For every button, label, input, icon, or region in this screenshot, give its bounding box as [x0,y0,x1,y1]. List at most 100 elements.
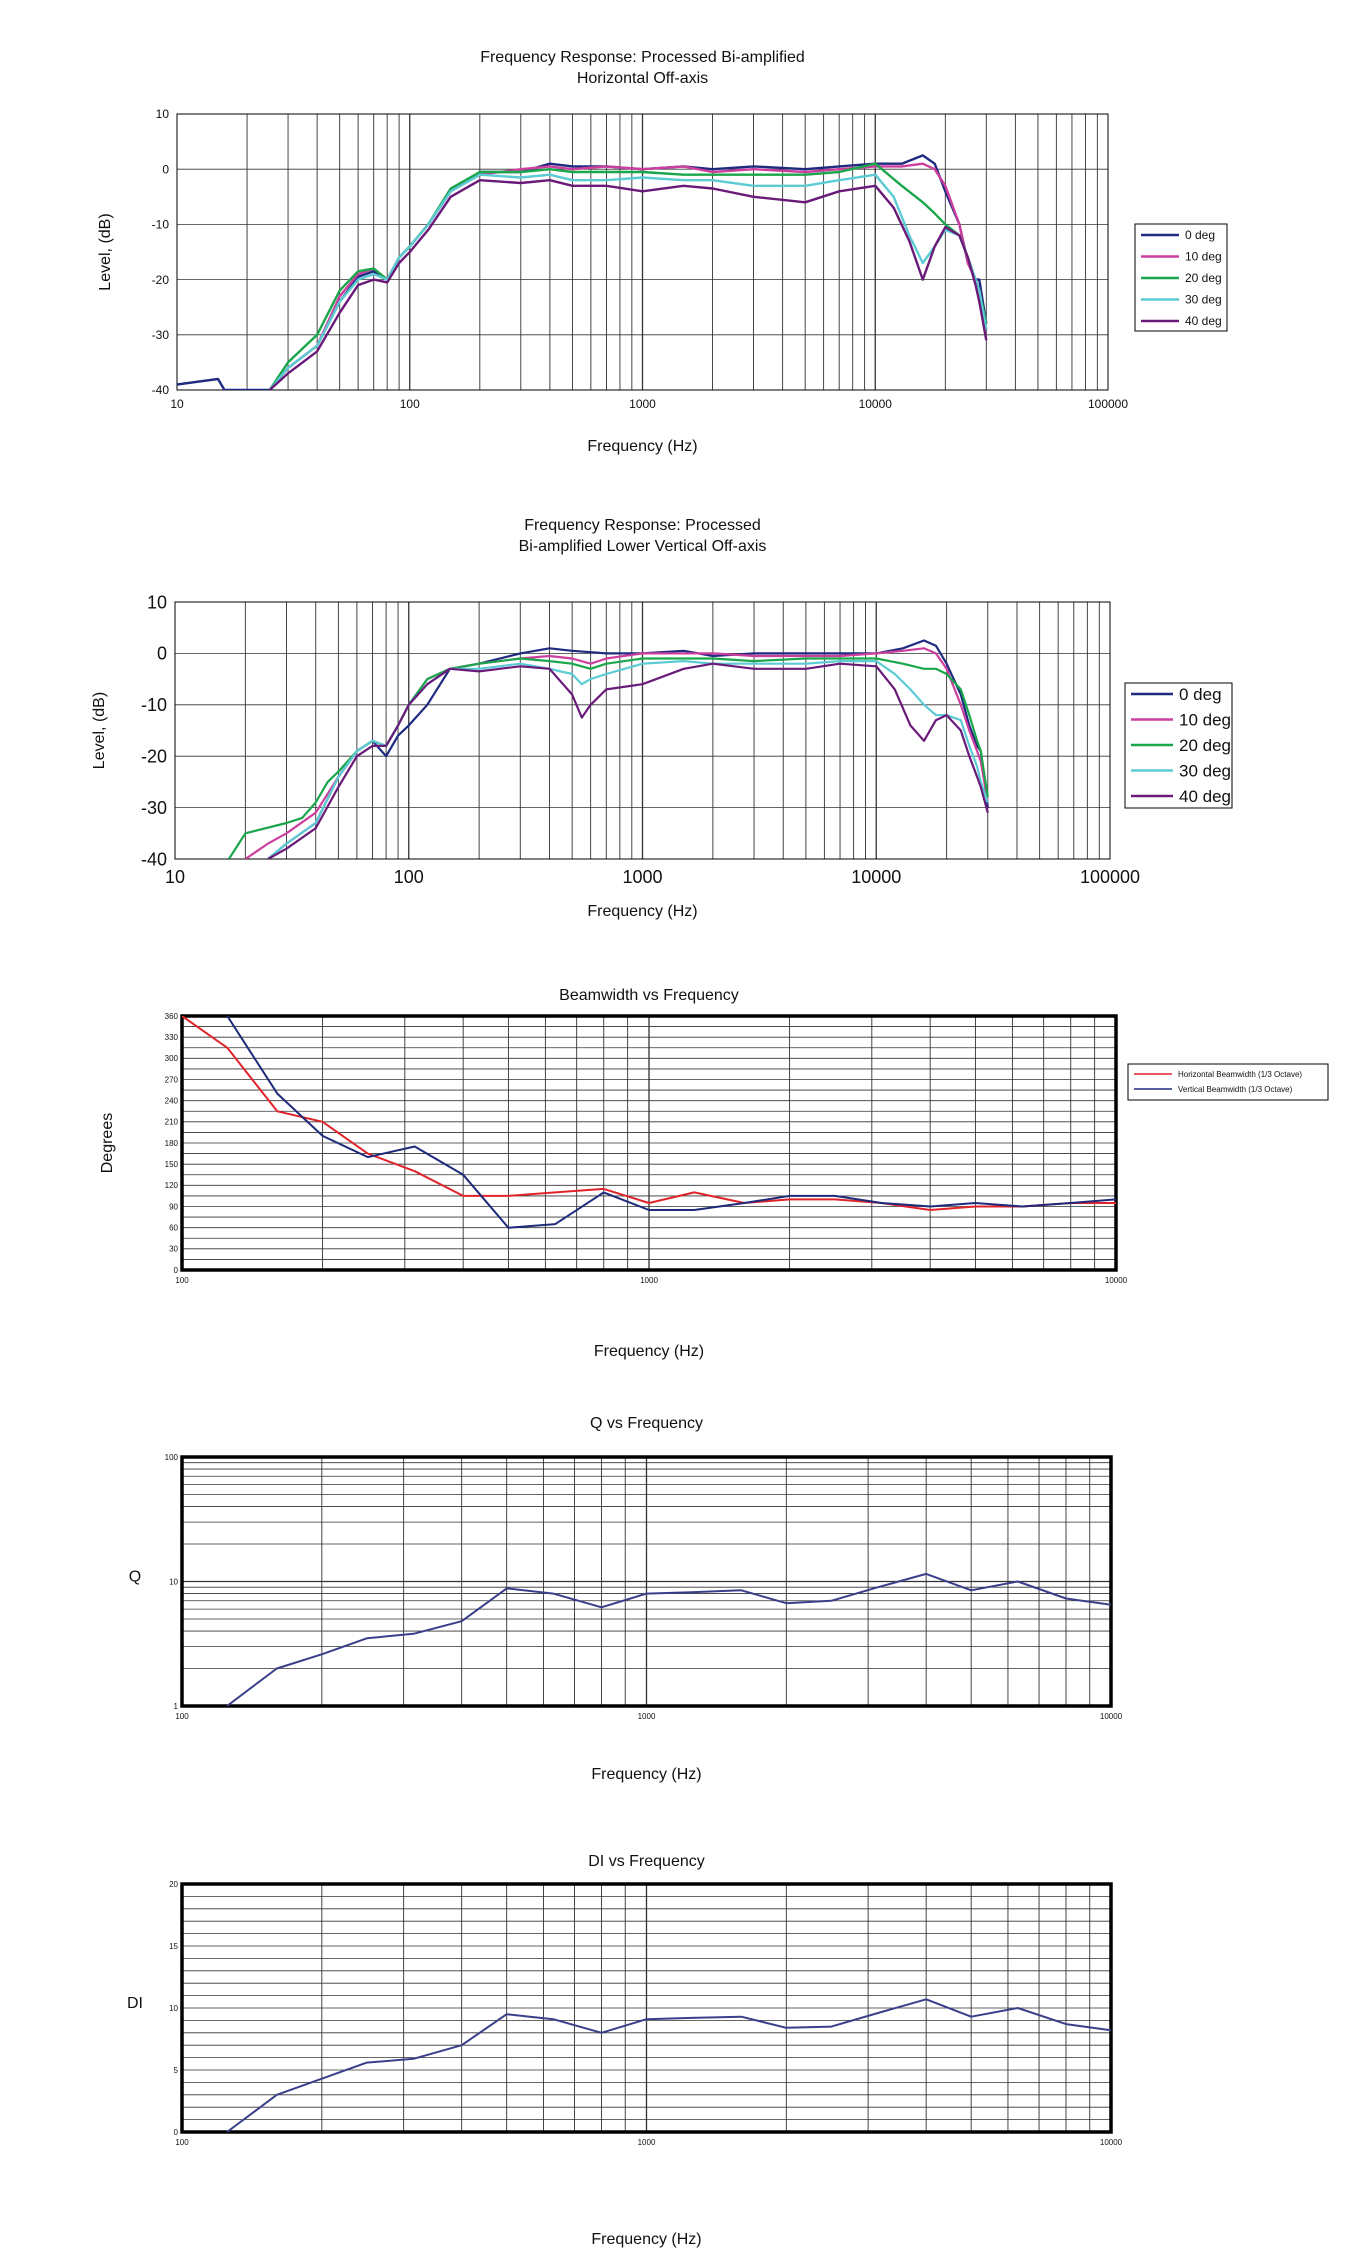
series-line-40-deg [267,662,989,859]
chart-title: Beamwidth vs Frequency [559,987,739,1004]
y-axis-label: DI [127,1995,143,2012]
y-tick-label: 1 [174,1702,179,1711]
y-tick-label: -20 [141,747,167,767]
legend-label: 0 deg [1179,685,1222,704]
y-tick-label: 60 [169,1223,178,1232]
chart-panel-3: Beamwidth vs Frequency 100 1000 10000 0 30 60 9… [99,987,1329,1360]
y-tick-label: -30 [152,328,170,342]
y-tick-label: 210 [165,1118,179,1127]
y-tick-label: 300 [165,1054,179,1063]
x-axis-label: Frequency (Hz) [587,438,697,455]
chart-panel-5: DI vs Frequency 100 1000 10000 0 5 10 15 20 Frequ… [127,1853,1123,2248]
x-tick-label: 1000 [638,2138,656,2147]
y-tick-label: 0 [174,1266,179,1275]
x-axis-label: Frequency (Hz) [594,1343,704,1360]
y-tick-label: 120 [165,1181,179,1190]
x-axis-label: Frequency (Hz) [591,2231,701,2248]
chart-subtitle: Horizontal Off-axis [577,70,708,87]
legend-label: 20 deg [1179,736,1231,755]
chart-panel-2: Frequency Response: Processed Bi-amplifie… [91,517,1233,920]
y-tick-label: -40 [152,383,170,397]
legend: 0 deg 10 deg 20 deg 30 deg 40 deg [1124,682,1233,809]
x-tick-label: 1000 [629,397,656,411]
x-tick-label: 100 [394,867,424,887]
chart-title: DI vs Frequency [588,1853,704,1870]
y-tick-label: 0 [157,644,167,664]
plot-frame [174,601,1111,860]
y-tick-label: 360 [165,1012,179,1021]
y-tick-label: 270 [165,1075,179,1084]
y-tick-label: 90 [169,1202,178,1211]
series-line-vertical-beamwidth-1-3-octave- [226,1016,1116,1229]
legend-label: 40 deg [1179,787,1231,806]
grid [177,114,1108,390]
x-tick-label: 1000 [622,867,662,887]
series-line-horizontal-beamwidth-1-3-octave- [182,1016,1116,1211]
series-group [227,639,989,859]
series-group [226,1572,1111,1706]
y-tick-label: -20 [152,273,170,287]
plot-frame [180,1014,1118,1272]
x-tick-label: 100 [400,397,420,411]
series-line-20-deg [268,162,988,390]
legend-label: 40 deg [1185,314,1222,328]
chart-title: Frequency Response: Processed [524,517,761,534]
y-tick-label: -30 [141,798,167,818]
series-line-data [226,1572,1111,1706]
y-tick-label: 30 [169,1245,178,1254]
series-line-0-deg [267,639,989,859]
x-tick-label: 1000 [638,1712,656,1721]
series-line-30-deg [267,660,989,859]
chart-subtitle: Bi-amplified Lower Vertical Off-axis [519,538,767,555]
series-line-10-deg [268,162,988,390]
legend-box [1127,1063,1329,1101]
grid [182,1457,1111,1706]
y-tick-label: 100 [165,1453,179,1462]
y-axis-label: Degrees [99,1113,116,1173]
y-tick-label: 10 [156,107,170,121]
y-tick-label: -10 [141,695,167,715]
series-line-30-deg [268,173,988,390]
legend-label: 20 deg [1185,271,1222,285]
legend-label: Horizontal Beamwidth (1/3 Octave) [1178,1070,1302,1079]
legend-label: 10 deg [1179,710,1231,729]
series-group [226,1998,1111,2132]
series-group [177,154,988,390]
y-axis-label: Q [129,1569,141,1586]
x-axis-label: Frequency (Hz) [587,903,697,920]
legend-label: Vertical Beamwidth (1/3 Octave) [1178,1085,1293,1094]
x-tick-label: 100 [175,1276,189,1285]
legend-label: 30 deg [1179,761,1231,780]
x-tick-label: 100000 [1088,397,1128,411]
x-tick-label: 10000 [859,397,893,411]
series-line-data [226,1998,1111,2132]
y-tick-label: 15 [169,1942,178,1951]
x-tick-label: 10000 [1105,1276,1128,1285]
x-tick-label: 10 [165,867,185,887]
grid [182,1884,1111,2132]
x-tick-label: 10000 [1100,1712,1123,1721]
plot-frame [176,113,1109,391]
y-axis-label: Level, (dB) [97,213,114,290]
grid [175,602,1110,859]
legend: 0 deg 10 deg 20 deg 30 deg 40 deg [1134,223,1228,332]
y-tick-label: 240 [165,1096,179,1105]
grid [182,1016,1116,1270]
y-tick-label: 20 [169,1880,178,1889]
series-group [182,1016,1116,1229]
chart-panel-1: Frequency Response: Processed Bi-amplifi… [97,49,1228,455]
x-tick-label: 100000 [1080,867,1140,887]
chart-title: Frequency Response: Processed Bi-amplifi… [480,49,805,66]
chart-panel-4: Q vs Frequency 100 1000 10000 1 10 100 Frequenc… [129,1415,1123,1783]
plot-frame [180,1882,1113,2134]
legend-label: 0 deg [1185,228,1215,242]
y-tick-label: 10 [169,1577,178,1586]
x-tick-label: 100 [175,2138,189,2147]
legend: Horizontal Beamwidth (1/3 Octave) Vertica… [1127,1063,1329,1101]
legend-label: 10 deg [1185,250,1222,264]
chart-title: Q vs Frequency [590,1415,703,1432]
x-tick-label: 10 [170,397,184,411]
y-tick-label: 5 [174,2066,179,2075]
